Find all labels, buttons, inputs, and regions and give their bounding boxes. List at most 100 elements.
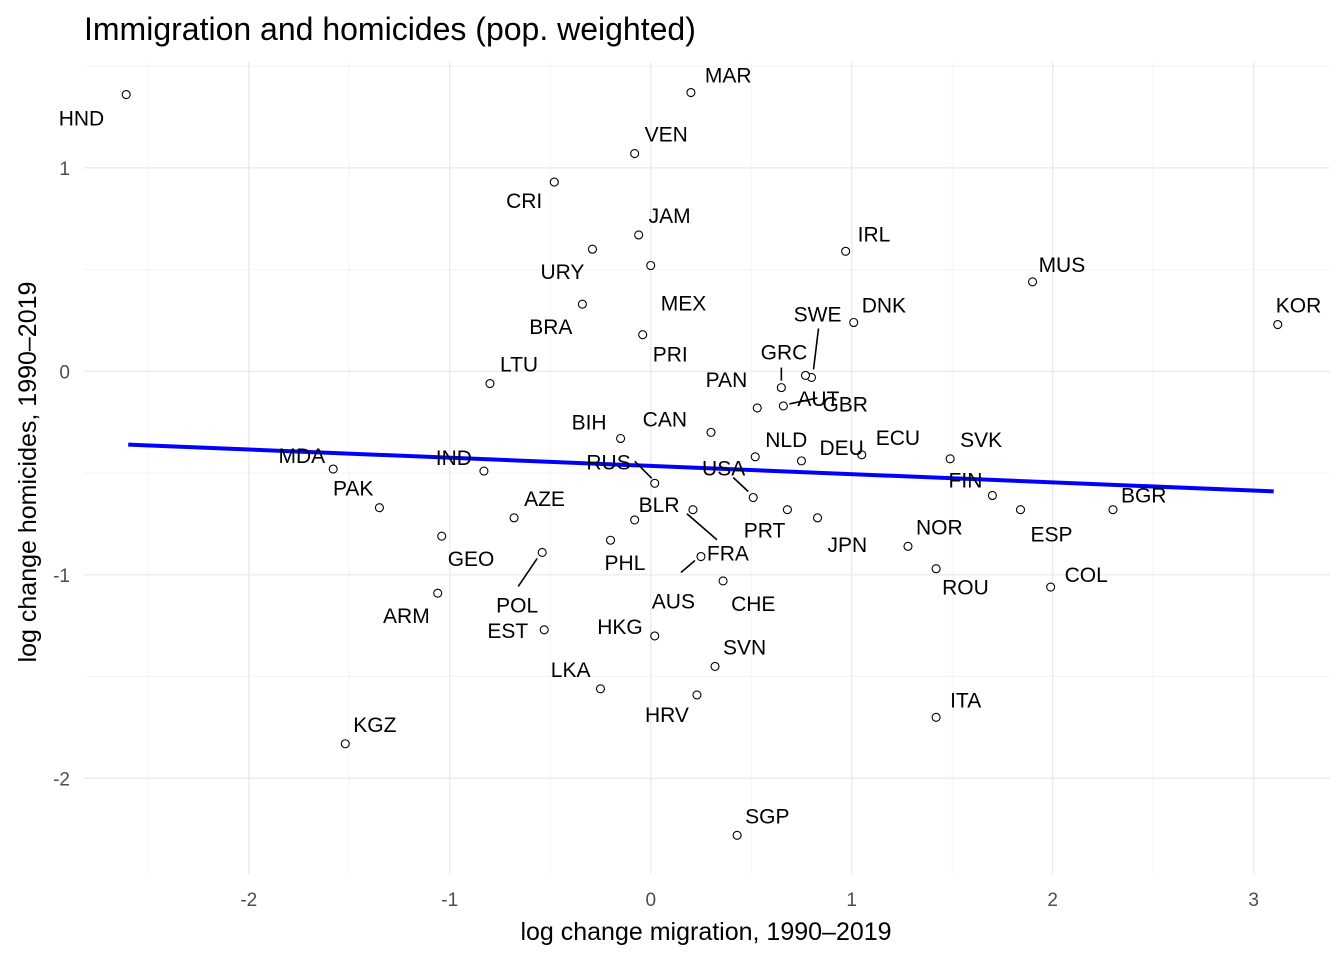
label-leader-usa [732, 476, 749, 493]
point-aut [778, 401, 788, 411]
point-label-pan: PAN [706, 369, 748, 392]
point-label-svn: SVN [723, 636, 766, 659]
point-rus [650, 478, 660, 488]
point-mar [686, 87, 696, 98]
point-hnd [121, 90, 131, 100]
point-label-gbr: GBR [822, 393, 868, 416]
point-irl [841, 246, 851, 256]
point-phl [605, 535, 616, 545]
point-label-rou: ROU [942, 577, 989, 600]
point-bih [616, 433, 626, 444]
point-label-bih: BIH [572, 411, 607, 434]
y-axis-ticks: -2 -1 0 1 [53, 159, 70, 791]
point-label-hnd: HND [59, 108, 105, 131]
point-label-kgz: KGZ [353, 714, 396, 737]
x-tick-label: 1 [846, 890, 857, 911]
point-pol [537, 547, 547, 558]
point-label-hrv: HRV [645, 704, 689, 727]
point-label-blr: BLR [639, 494, 680, 517]
point-jpn [812, 513, 823, 523]
point-lka [595, 684, 606, 694]
point-label-irl: IRL [858, 223, 891, 246]
label-leader-lines [517, 328, 820, 587]
point-label-aze: AZE [524, 488, 565, 511]
point-label-mus: MUS [1039, 254, 1086, 277]
point-label-can: CAN [643, 408, 687, 431]
chart-title: Immigration and homicides (pop. weighted… [84, 11, 696, 47]
point-label-dnk: DNK [862, 294, 906, 317]
point-label-ury: URY [540, 261, 584, 284]
point-ecu [857, 450, 867, 460]
point-label-ecu: ECU [876, 427, 920, 450]
point-label-fin: FIN [949, 469, 983, 492]
point-bgr [1108, 505, 1118, 515]
trend-line-group [128, 442, 1274, 494]
point-fra [688, 505, 698, 515]
point-label-ind: IND [436, 447, 472, 470]
point-label-phl: PHL [605, 552, 646, 575]
point-cri [549, 177, 559, 187]
point-label-geo: GEO [448, 548, 495, 571]
point-ven [630, 149, 640, 159]
point-label-mar: MAR [705, 65, 752, 88]
x-tick-label: 2 [1047, 890, 1058, 911]
point-svk [945, 454, 955, 464]
point-label-ita: ITA [950, 689, 981, 712]
x-tick-label: 0 [645, 890, 656, 911]
point-label-col: COL [1065, 564, 1108, 587]
point-can [706, 427, 716, 437]
point-kgz [340, 739, 350, 749]
point-label-pak: PAK [333, 478, 373, 501]
point-label-bgr: BGR [1121, 485, 1167, 508]
x-tick-label: 3 [1248, 890, 1259, 911]
point-label-est: EST [487, 620, 528, 643]
point-label-mex: MEX [661, 293, 707, 316]
point-label-aus: AUS [652, 591, 695, 614]
y-axis-title: log change homicides, 1990–2019 [14, 282, 42, 663]
point-ury [587, 244, 597, 254]
point-ita [931, 712, 941, 722]
point-usa [748, 492, 758, 503]
point-deu [796, 456, 807, 466]
y-tick-label: -2 [53, 769, 70, 790]
point-mex [646, 260, 656, 271]
point-bra [577, 299, 587, 309]
point-label-swe: SWE [794, 303, 842, 326]
label-leader-aus [680, 559, 696, 574]
point-label-esp: ESP [1031, 524, 1073, 547]
point-aus [696, 551, 706, 562]
label-leader-fra [686, 513, 718, 541]
point-pri [638, 330, 648, 340]
point-label-sgp: SGP [745, 805, 789, 828]
point-label-ven: VEN [645, 124, 688, 147]
point-label-kor: KOR [1276, 295, 1322, 318]
point-nld [750, 452, 760, 462]
point-rou [931, 564, 941, 574]
point-blr [630, 515, 640, 525]
point-ind [479, 466, 489, 476]
point-esp [1015, 505, 1026, 515]
point-arm [433, 588, 443, 598]
point-pak [374, 503, 384, 513]
label-leader-aut [789, 397, 818, 405]
x-tick-label: -2 [240, 890, 257, 911]
point-mus [1028, 277, 1038, 287]
point-label-jam: JAM [649, 205, 691, 228]
point-jam [634, 230, 644, 240]
point-che [718, 576, 728, 586]
point-label-mda: MDA [279, 445, 326, 468]
point-label-nor: NOR [916, 516, 963, 539]
point-fin [987, 490, 997, 501]
minor-gridlines [84, 62, 1330, 874]
point-labels: HND MAR VEN CRI JAM URY MEX IRL MUS KOR BRA DNK SWE P… [59, 65, 1322, 829]
y-tick-label: 1 [59, 159, 70, 180]
point-label-ltu: LTU [500, 354, 538, 377]
y-tick-label: -1 [53, 566, 70, 587]
point-svn [710, 661, 720, 671]
point-label-svk: SVK [960, 429, 1002, 452]
data-points [121, 87, 1283, 840]
point-gbr [800, 370, 811, 380]
point-label-pol: POL [496, 594, 538, 617]
point-label-che: CHE [731, 593, 775, 616]
